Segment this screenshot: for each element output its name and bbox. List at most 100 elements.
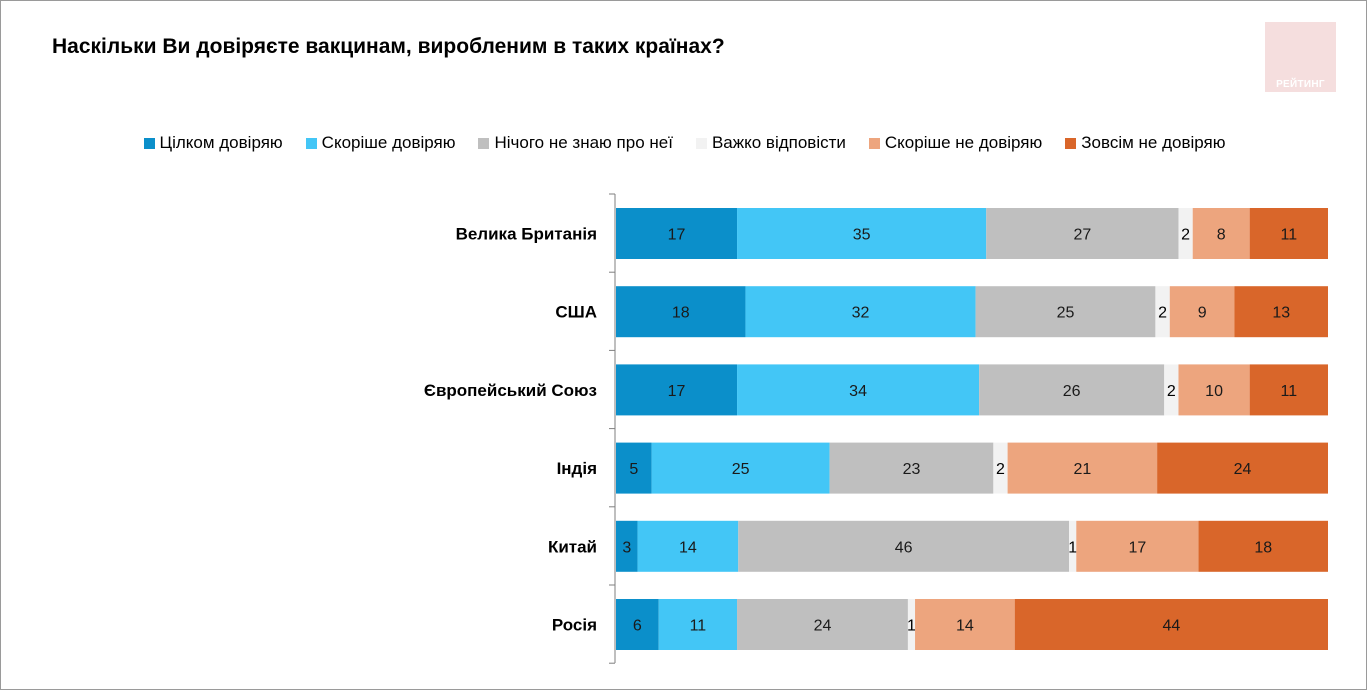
bar-segment: [658, 599, 738, 650]
bar-segment: [1155, 286, 1170, 338]
data-label: 11: [1281, 227, 1298, 244]
legend-swatch: [143, 137, 155, 149]
legend-swatch: [695, 137, 707, 149]
data-label: 1: [907, 618, 916, 635]
page-title: Наскільки Ви довіряєте вакцинам, виробле…: [52, 35, 725, 58]
legend-label: Цілком довіряю: [159, 133, 283, 152]
data-label: 5: [629, 461, 638, 478]
legend-item: Важко відповісти: [695, 133, 846, 153]
legend-label: Скоріше довіряю: [321, 133, 456, 152]
data-label: 2: [1158, 305, 1167, 322]
data-label: 2: [1167, 383, 1176, 400]
legend-label: Скоріше не довіряю: [884, 133, 1043, 152]
bar-segment: [1178, 364, 1250, 416]
bar-segment: [1192, 208, 1250, 259]
bar-segment: [651, 442, 830, 494]
data-label: 32: [852, 305, 870, 322]
bar-segment: [616, 208, 738, 259]
bar-segment: [1007, 442, 1158, 494]
legend-swatch: [1065, 137, 1077, 149]
category-label: Індія: [557, 459, 597, 478]
bar-segment: [986, 208, 1179, 259]
legend-item: Цілком довіряю: [143, 133, 283, 153]
data-label: 21: [1073, 461, 1091, 478]
data-label: 35: [853, 227, 871, 244]
data-label: 11: [690, 618, 707, 635]
data-label: 25: [732, 461, 750, 478]
data-label: 9: [1198, 305, 1207, 322]
bar-segment: [1157, 442, 1328, 494]
legend-label: Нічого не знаю про неї: [494, 133, 673, 152]
data-label: 26: [1063, 383, 1081, 400]
data-label: 11: [1281, 383, 1298, 400]
bar-segment: [1178, 208, 1193, 259]
bar-segment: [829, 442, 994, 494]
legend-swatch: [868, 137, 880, 149]
bar-segment: [1164, 364, 1179, 416]
bar-segment: [1234, 286, 1328, 338]
bar-segment: [616, 520, 638, 572]
bar-segment: [616, 364, 738, 416]
legend-swatch: [305, 137, 317, 149]
bar-segment: [616, 599, 659, 650]
data-label: 17: [1129, 539, 1147, 556]
rating-logo-text: РЕЙТИНГ: [1276, 79, 1325, 90]
data-label: 14: [956, 618, 974, 635]
rating-logo: РЕЙТИНГ: [1265, 22, 1336, 92]
data-label: 17: [668, 383, 686, 400]
category-label: США: [555, 303, 597, 322]
bar-segment: [637, 520, 739, 572]
bar-segment: [737, 208, 987, 259]
legend-swatch: [478, 137, 490, 149]
bar-segment: [979, 364, 1165, 416]
bar-segment: [1076, 520, 1199, 572]
data-label: 24: [1234, 461, 1252, 478]
data-label: 46: [895, 539, 913, 556]
bar-segment: [737, 599, 908, 650]
data-label: 3: [622, 539, 631, 556]
legend-item: Зовсім не довіряю: [1065, 133, 1225, 153]
data-label: 18: [1254, 539, 1272, 556]
legend-item: Нічого не знаю про неї: [478, 133, 673, 153]
data-label: 23: [903, 461, 921, 478]
legend-item: Скоріше довіряю: [305, 133, 456, 153]
bar-segment: [1249, 208, 1328, 259]
bar-segment: [745, 286, 976, 338]
data-label: 25: [1057, 305, 1075, 322]
bar-segment: [616, 286, 746, 338]
bar-segment: [907, 599, 916, 650]
chart-legend: Цілком довіряю Скоріше довіряю Нічого не з…: [0, 133, 1369, 153]
data-label: 10: [1205, 383, 1223, 400]
data-label: 13: [1272, 305, 1290, 322]
data-label: 17: [668, 227, 686, 244]
bar-segment: [1069, 520, 1077, 572]
bar-segment: [737, 364, 980, 416]
bar-segment: [616, 442, 652, 494]
legend-label: Важко відповісти: [711, 133, 846, 152]
data-label: 8: [1217, 227, 1226, 244]
data-label: 2: [996, 461, 1005, 478]
category-label: Європейський Союз: [424, 381, 597, 400]
category-label: Китай: [548, 537, 597, 556]
category-label: Велика Британія: [456, 225, 597, 244]
data-label: 24: [814, 618, 832, 635]
bar-segment: [1014, 599, 1328, 650]
legend-label: Зовсім не довіряю: [1081, 133, 1226, 152]
data-label: 18: [672, 305, 690, 322]
bar-segment: [993, 442, 1008, 494]
bar-segment: [1198, 520, 1328, 572]
data-label: 14: [679, 539, 697, 556]
data-label: 44: [1162, 618, 1180, 635]
data-label: 6: [633, 618, 642, 635]
bar-segment: [738, 520, 1070, 572]
data-label: 1: [1068, 539, 1077, 556]
data-label: 2: [1181, 227, 1190, 244]
bar-segment: [915, 599, 1015, 650]
data-label: 27: [1073, 227, 1091, 244]
data-label: 34: [849, 383, 867, 400]
category-label: Росія: [552, 616, 597, 635]
bar-segment: [975, 286, 1156, 338]
legend-item: Скоріше не довіряю: [868, 133, 1043, 153]
bar-segment: [1249, 364, 1328, 416]
